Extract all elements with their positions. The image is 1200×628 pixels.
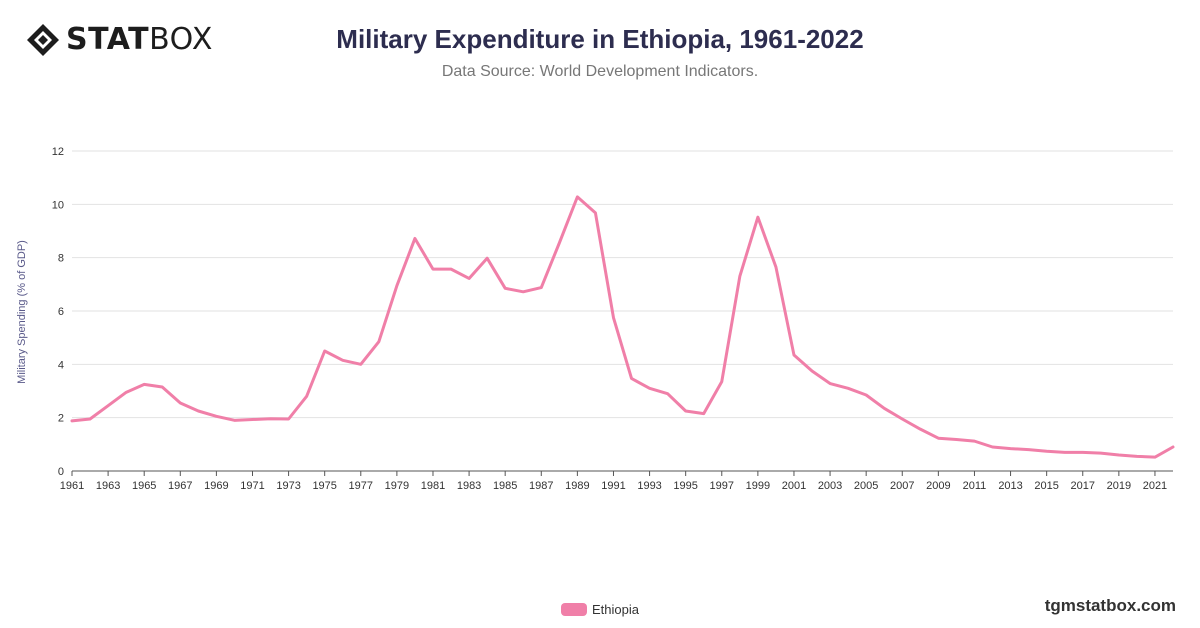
x-tick-label: 2017	[1071, 480, 1095, 492]
x-tick-label: 1987	[529, 480, 553, 492]
y-tick-label: 10	[52, 199, 64, 211]
x-tick-label: 1993	[637, 480, 661, 492]
x-tick-label: 1971	[240, 480, 264, 492]
x-tick-label: 2009	[926, 480, 950, 492]
logo-text-light: BOX	[149, 22, 213, 57]
y-axis-label: Military Spending (% of GDP)	[16, 240, 28, 384]
x-tick-label: 1997	[710, 480, 734, 492]
x-tick-label: 2011	[963, 480, 987, 492]
x-tick-label: 2021	[1143, 480, 1167, 492]
x-tick-label: 1975	[312, 480, 336, 492]
x-tick-label: 2013	[998, 480, 1022, 492]
x-tick-label: 2003	[818, 480, 842, 492]
x-tick-label: 1985	[493, 480, 517, 492]
x-tick-label: 1977	[349, 480, 373, 492]
x-tick-label: 2001	[782, 480, 806, 492]
x-tick-label: 1991	[601, 480, 625, 492]
y-tick-label: 4	[58, 359, 64, 371]
logo-text-bold: STAT	[66, 22, 150, 57]
x-tick-label: 1973	[276, 480, 300, 492]
x-tick-label: 1995	[673, 480, 697, 492]
x-tick-label: 1981	[421, 480, 445, 492]
x-tick-label: 1969	[204, 480, 228, 492]
diamond-logo-icon	[27, 24, 59, 56]
x-tick-label: 2015	[1034, 480, 1058, 492]
grid-lines	[72, 150, 1173, 419]
x-tick-label: 1989	[565, 480, 589, 492]
x-tick-label: 2005	[854, 480, 878, 492]
y-tick-label: 0	[58, 466, 64, 478]
x-tick-label: 1965	[132, 480, 156, 492]
x-tick-label: 1983	[457, 480, 481, 492]
logo-wordmark: STATBOX	[66, 22, 213, 58]
chart-subtitle: Data Source: World Development Indicator…	[441, 63, 759, 80]
y-tick-label: 6	[58, 306, 64, 318]
y-tick-label: 2	[58, 413, 64, 425]
x-tick-label: 2019	[1107, 480, 1131, 492]
x-tick-label: 1999	[746, 480, 770, 492]
chart-title: Military Expenditure in Ethiopia, 1961-2…	[336, 24, 864, 54]
legend-label-ethiopia: Ethiopia	[592, 602, 639, 617]
legend[interactable]: Ethiopia	[0, 602, 1200, 617]
y-tick-labels: 0 2 4 6 8 10 12	[52, 146, 64, 478]
x-tick-label: 1961	[60, 480, 84, 492]
x-tick-label: 2007	[890, 480, 914, 492]
x-tick-labels: 1961 1963 1965 1967 1969 1971 1973 1975 1977 1979…	[60, 480, 1167, 492]
series-lines	[70, 195, 1175, 459]
y-tick-label: 8	[58, 253, 64, 265]
series-line-ethiopia	[70, 195, 1175, 459]
x-tick-label: 1967	[168, 480, 192, 492]
x-tick-label: 1963	[96, 480, 120, 492]
statbox-logo: STATBOX	[26, 22, 213, 58]
y-tick-label: 12	[52, 146, 64, 158]
site-credit[interactable]: tgmstatbox.com	[1044, 596, 1176, 615]
x-tick-label: 1979	[385, 480, 409, 492]
legend-swatch-ethiopia	[561, 603, 587, 616]
axes	[71, 470, 1173, 476]
